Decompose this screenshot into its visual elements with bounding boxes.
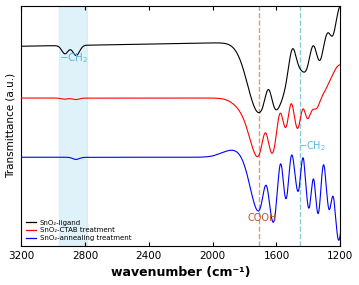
X-axis label: wavenumber (cm⁻¹): wavenumber (cm⁻¹) (111, 266, 251, 280)
Y-axis label: Transmittance (a.u.): Transmittance (a.u.) (5, 73, 15, 178)
Text: COOH: COOH (247, 213, 277, 223)
Legend: SnO₂-ligand, SnO₂-CTAB treatment, SnO₂-annealing treatment: SnO₂-ligand, SnO₂-CTAB treatment, SnO₂-a… (24, 218, 133, 243)
Text: $-\mathregular{CH_2}$: $-\mathregular{CH_2}$ (298, 139, 326, 153)
Bar (60, 5, 87, 246)
Text: $-\mathregular{CH_2}$: $-\mathregular{CH_2}$ (59, 51, 89, 65)
